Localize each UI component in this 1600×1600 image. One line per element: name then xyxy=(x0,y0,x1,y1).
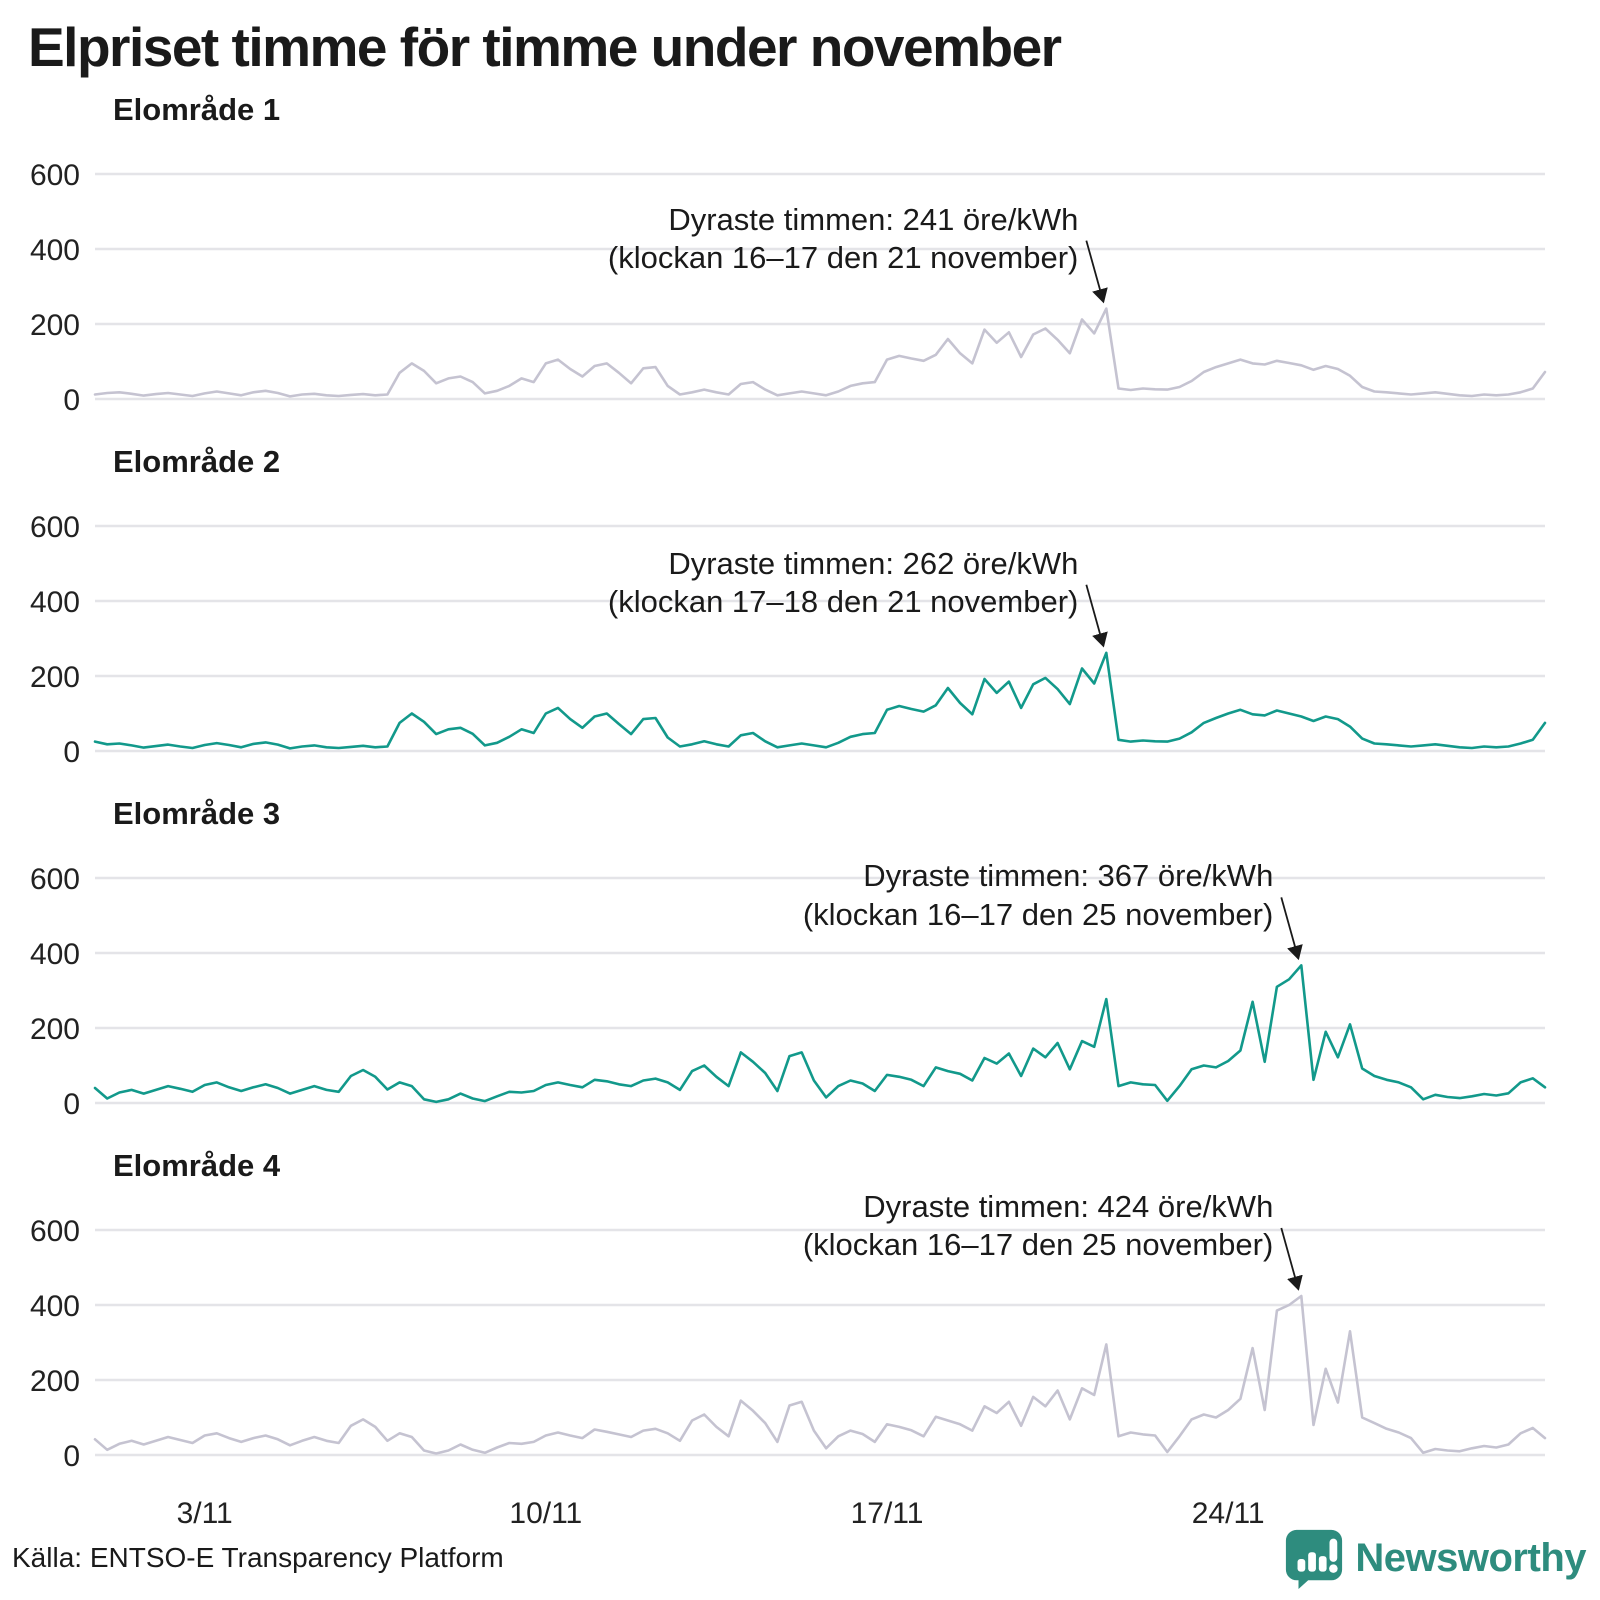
annotation-arrow xyxy=(1280,896,1303,960)
footer: Källa: ENTSO-E Transparency Platform New… xyxy=(12,1526,1586,1590)
chart-area-4: 0 200 400 600 Dyraste timmen: 424 öre/kWh (… xyxy=(0,1187,1600,1487)
page-title: Elpriset timme för timme under november xyxy=(28,16,1062,78)
y-tick-label: 400 xyxy=(30,1290,80,1323)
speech-bubble-bar-chart-icon xyxy=(1286,1529,1343,1589)
panel-label-4: Elområde 4 xyxy=(113,1147,281,1183)
panel-chart-4: 0 200 400 600 xyxy=(30,1215,1547,1473)
y-tick-label: 200 xyxy=(30,661,80,694)
price-line xyxy=(93,1294,1547,1455)
panel-chart-2: 0 200 400 600 xyxy=(30,511,1547,769)
y-tick-label: 600 xyxy=(30,159,80,192)
y-tick-label: 400 xyxy=(30,586,80,619)
panel-label-2: Elområde 2 xyxy=(113,444,281,480)
y-tick-label: 600 xyxy=(30,511,80,544)
y-tick-label: 0 xyxy=(63,1088,80,1121)
annotation-arrow xyxy=(1280,1227,1303,1291)
y-tick-label: 400 xyxy=(30,234,80,267)
panel-elomrade-1: Elområde 1 0 200 400 600 Dyraste timmen: 24… xyxy=(0,89,1600,431)
annotation-arrow xyxy=(1085,584,1108,648)
price-line xyxy=(93,307,1547,398)
panel-elomrade-3: Elområde 3 0 200 400 600 Dyraste timmen: 36… xyxy=(0,793,1600,1135)
x-tick-label: 10/11 xyxy=(509,1496,583,1530)
y-tick-label: 200 xyxy=(30,1013,80,1046)
x-tick-label: 3/11 xyxy=(176,1496,233,1530)
x-tick-label: 17/11 xyxy=(850,1496,924,1530)
newsworthy-logo: Newsworthy xyxy=(1283,1527,1586,1589)
y-tick-label: 0 xyxy=(63,384,80,417)
chart-area-3: 0 200 400 600 Dyraste timmen: 367 öre/kWh (… xyxy=(0,835,1600,1135)
chart-area-1: 0 200 400 600 Dyraste timmen: 241 öre/kWh (… xyxy=(0,131,1600,431)
y-tick-label: 0 xyxy=(63,1440,80,1473)
panel-label-3: Elområde 3 xyxy=(113,795,281,831)
y-tick-label: 600 xyxy=(30,1215,80,1248)
panel-elomrade-2: Elområde 2 0 200 400 600 Dyraste timmen: 26… xyxy=(0,441,1600,783)
panel-chart-3: 0 200 400 600 xyxy=(30,863,1547,1121)
x-tick-label: 24/11 xyxy=(1191,1496,1265,1530)
price-line xyxy=(93,963,1547,1103)
chart-area-2: 0 200 400 600 Dyraste timmen: 262 öre/kWh (… xyxy=(0,483,1600,783)
x-axis: 3/11 10/11 17/11 24/11 xyxy=(0,1491,1600,1541)
panel-chart-1: 0 200 400 600 xyxy=(30,159,1547,417)
panel-elomrade-4: Elområde 4 0 200 400 600 Dyraste timmen: 42… xyxy=(0,1145,1600,1487)
logo-wordmark: Newsworthy xyxy=(1355,1535,1586,1580)
y-tick-label: 400 xyxy=(30,938,80,971)
y-tick-label: 200 xyxy=(30,309,80,342)
y-tick-label: 0 xyxy=(63,736,80,769)
y-tick-label: 200 xyxy=(30,1365,80,1398)
annotation-arrow xyxy=(1085,240,1108,304)
panel-label-1: Elområde 1 xyxy=(113,92,281,128)
price-line xyxy=(93,651,1547,750)
source-text: Källa: ENTSO-E Transparency Platform xyxy=(12,1542,504,1573)
y-tick-label: 600 xyxy=(30,863,80,896)
